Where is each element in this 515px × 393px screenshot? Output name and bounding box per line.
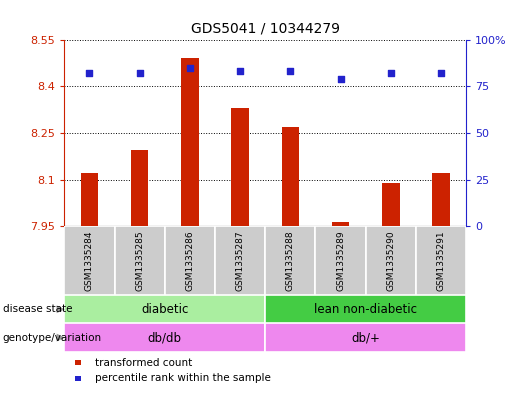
Text: transformed count: transformed count	[95, 358, 193, 368]
Point	[387, 70, 395, 76]
Text: db/db: db/db	[148, 331, 182, 344]
Text: percentile rank within the sample: percentile rank within the sample	[95, 373, 271, 384]
Point	[85, 70, 94, 76]
Point	[336, 76, 345, 82]
Bar	[81, 173, 98, 226]
Bar	[282, 127, 299, 226]
Bar	[131, 150, 148, 226]
Text: diabetic: diabetic	[141, 303, 188, 316]
Bar	[265, 226, 315, 295]
Bar	[165, 226, 215, 295]
Bar	[231, 108, 249, 226]
Bar	[382, 183, 400, 226]
Text: GSM1335288: GSM1335288	[286, 230, 295, 291]
Bar	[432, 173, 450, 226]
Bar	[265, 295, 466, 323]
Bar	[332, 222, 349, 226]
Text: db/+: db/+	[351, 331, 380, 344]
Text: GSM1335287: GSM1335287	[236, 230, 245, 291]
Bar	[416, 226, 466, 295]
Bar	[215, 226, 265, 295]
Point	[286, 68, 295, 75]
Bar	[114, 226, 165, 295]
Text: disease state: disease state	[3, 304, 72, 314]
Point	[236, 68, 244, 75]
Text: GSM1335285: GSM1335285	[135, 230, 144, 291]
Bar	[315, 226, 366, 295]
Text: GSM1335290: GSM1335290	[386, 230, 395, 291]
Bar	[366, 226, 416, 295]
Point	[437, 70, 445, 76]
Point	[186, 64, 194, 71]
Text: GSM1335291: GSM1335291	[437, 230, 445, 291]
Bar	[64, 295, 265, 323]
Title: GDS5041 / 10344279: GDS5041 / 10344279	[191, 22, 340, 36]
Bar	[64, 226, 114, 295]
Bar	[265, 323, 466, 352]
Point	[135, 70, 144, 76]
Bar	[64, 323, 265, 352]
Text: GSM1335284: GSM1335284	[85, 231, 94, 291]
Text: GSM1335289: GSM1335289	[336, 230, 345, 291]
Text: genotype/variation: genotype/variation	[3, 332, 101, 343]
Bar	[181, 59, 199, 226]
Text: GSM1335286: GSM1335286	[185, 230, 194, 291]
Text: lean non-diabetic: lean non-diabetic	[314, 303, 417, 316]
